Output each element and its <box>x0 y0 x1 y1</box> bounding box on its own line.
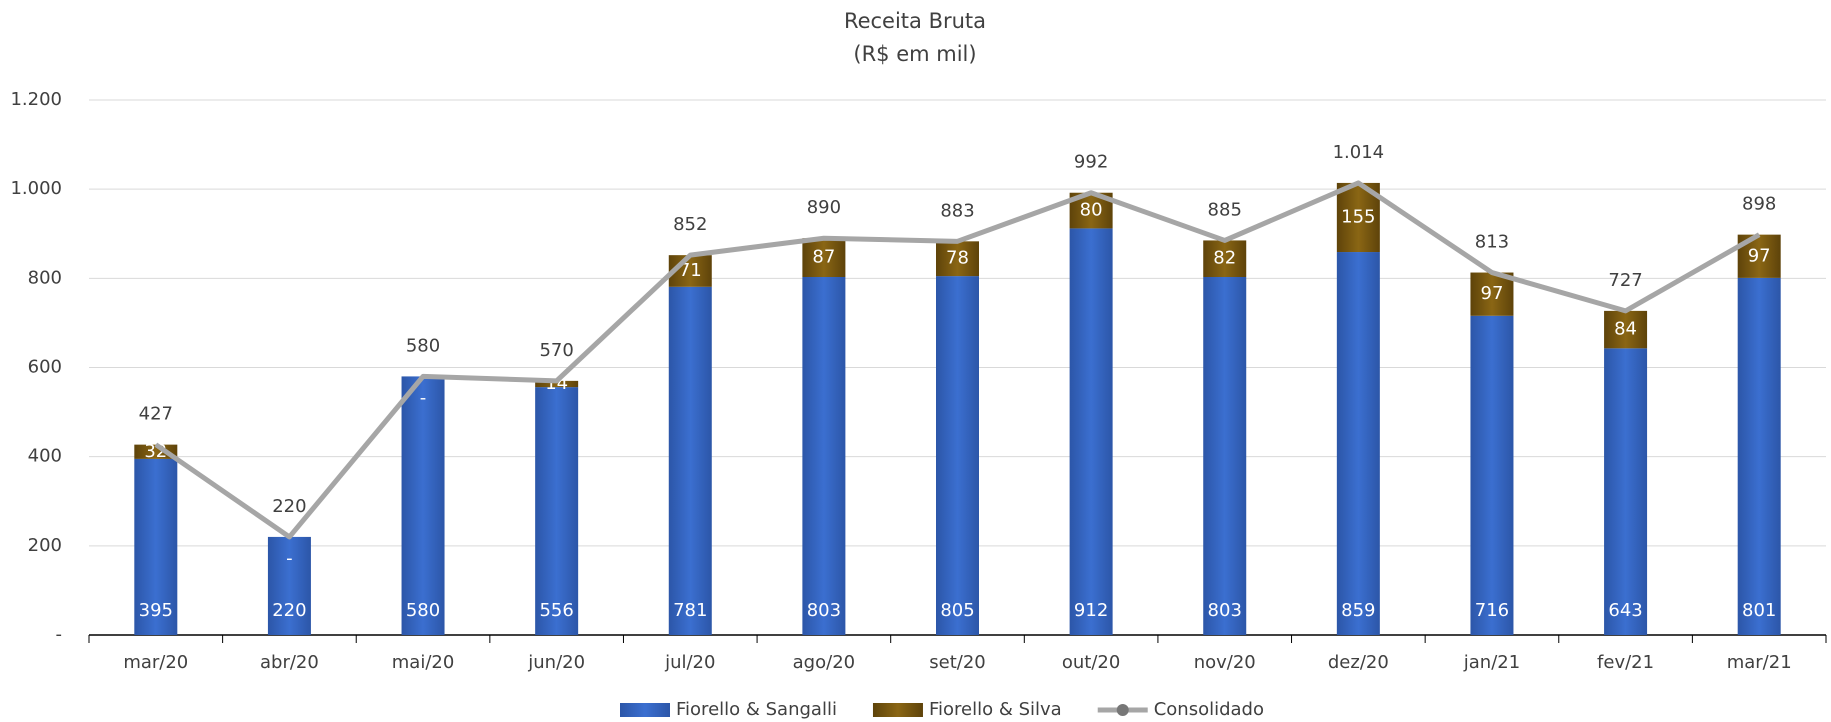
y-tick-label: 1.200 <box>10 89 62 110</box>
bar-segment <box>1470 272 1514 316</box>
x-tick-label: mar/21 <box>1727 652 1792 673</box>
x-tick-label: set/20 <box>929 652 985 673</box>
x-tick-label: mai/20 <box>392 652 455 673</box>
bar-segment <box>535 387 579 635</box>
legend-swatch <box>872 703 923 717</box>
data-label: 84 <box>1614 319 1637 340</box>
bar-segment <box>802 238 846 277</box>
legend-marker <box>1116 704 1129 716</box>
bar-segment <box>1203 276 1247 635</box>
x-tick-label: fev/21 <box>1597 652 1654 673</box>
data-label: 781 <box>673 600 707 621</box>
chart-subtitle: (R$ em mil) <box>853 42 976 66</box>
bar-segment <box>134 444 178 459</box>
data-label: - <box>286 548 293 569</box>
legend-label: Fiorello & Silva <box>929 699 1062 720</box>
legend-label: Consolidado <box>1154 699 1264 720</box>
bar-segment <box>802 276 846 635</box>
x-tick-label: jul/20 <box>664 652 715 673</box>
legend-label: Fiorello & Sangalli <box>676 699 837 720</box>
data-label: 803 <box>1208 600 1242 621</box>
data-label: 859 <box>1341 600 1375 621</box>
data-label: 87 <box>812 247 835 268</box>
data-label: 803 <box>807 600 841 621</box>
y-tick-label: 1.000 <box>10 178 62 199</box>
data-label: 801 <box>1742 600 1776 621</box>
bar-segment <box>401 376 445 635</box>
data-label: 220 <box>272 600 306 621</box>
data-label: 813 <box>1475 232 1509 253</box>
data-label: 1.014 <box>1333 142 1385 163</box>
bar-segment <box>1336 252 1380 635</box>
data-label: 805 <box>940 600 974 621</box>
y-tick-label: 600 <box>28 357 62 378</box>
chart-title: Receita Bruta <box>844 9 986 33</box>
bar-segment <box>1604 348 1648 635</box>
x-tick-label: jun/20 <box>527 652 585 673</box>
data-label: 97 <box>1481 283 1504 304</box>
data-label: 898 <box>1742 194 1776 215</box>
bar-segment <box>1604 310 1648 349</box>
data-label: 97 <box>1748 245 1771 266</box>
x-tick-label: ago/20 <box>793 652 855 673</box>
data-label: 580 <box>406 335 440 356</box>
y-tick-label: 800 <box>28 267 62 288</box>
x-tick-label: jan/21 <box>1463 652 1520 673</box>
data-label: 71 <box>679 260 702 281</box>
x-tick-label: nov/20 <box>1194 652 1256 673</box>
legend-swatch <box>620 703 670 717</box>
bar-segment <box>134 458 178 635</box>
x-tick-label: abr/20 <box>260 652 319 673</box>
bar-segment <box>267 536 311 635</box>
y-tick-label: 200 <box>28 535 62 556</box>
data-label: 395 <box>139 600 173 621</box>
bar-segment <box>1069 228 1113 635</box>
bar-segment <box>1203 240 1247 277</box>
data-label: 883 <box>940 200 974 221</box>
data-label: 580 <box>406 600 440 621</box>
bar-segment <box>535 380 579 388</box>
data-label: 78 <box>946 248 969 269</box>
y-tick-label: - <box>56 624 63 645</box>
line <box>154 180 1761 540</box>
data-label: 885 <box>1208 199 1242 220</box>
data-label: 912 <box>1074 600 1108 621</box>
data-label: 852 <box>673 214 707 235</box>
bar-segment <box>1470 315 1514 635</box>
data-label: 155 <box>1341 206 1375 227</box>
y-tick-label: 400 <box>28 446 62 467</box>
data-label: 556 <box>539 600 573 621</box>
data-label: 80 <box>1080 200 1103 221</box>
data-label: 570 <box>539 340 573 361</box>
data-label: 890 <box>807 197 841 218</box>
data-label: 220 <box>272 496 306 517</box>
data-label: 992 <box>1074 152 1108 173</box>
data-label: 716 <box>1475 600 1509 621</box>
data-label: - <box>420 387 427 408</box>
bar-segment <box>936 241 979 277</box>
x-tick-label: mar/20 <box>123 652 188 673</box>
data-label: 643 <box>1608 600 1642 621</box>
data-label: 427 <box>139 404 173 425</box>
bar-segment <box>1737 277 1781 635</box>
x-tick-label: out/20 <box>1062 652 1120 673</box>
data-label: 82 <box>1213 248 1236 269</box>
bar-segment <box>936 276 979 635</box>
bar-segment <box>668 286 712 635</box>
data-label: 727 <box>1608 270 1642 291</box>
x-tick-label: dez/20 <box>1328 652 1389 673</box>
